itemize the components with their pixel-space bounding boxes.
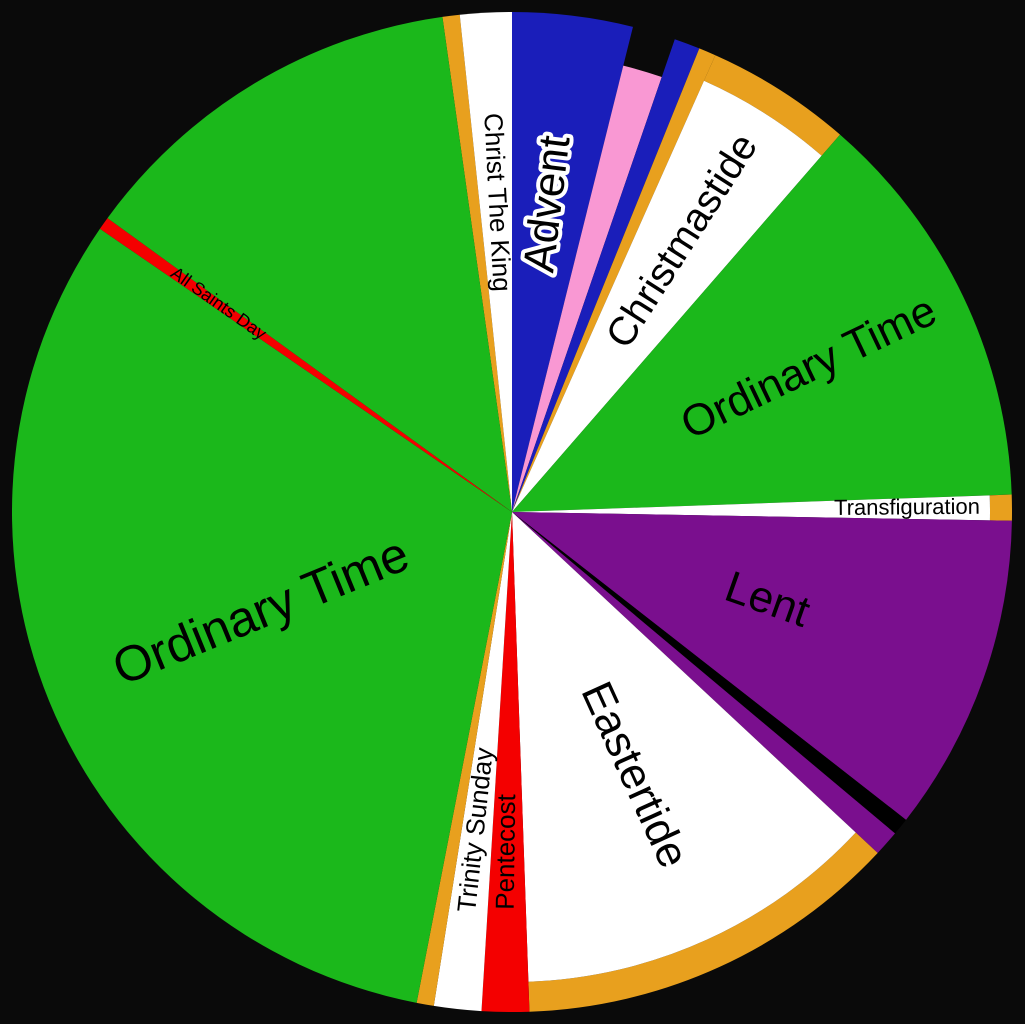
slice-rim-transfig [990,495,1012,521]
liturgical-year-pie-chart: Christ The KingAdventChristmastideOrdina… [0,0,1025,1024]
label-pentecost: Pentecost [490,793,522,910]
label-transfig: Transfiguration [834,494,980,520]
